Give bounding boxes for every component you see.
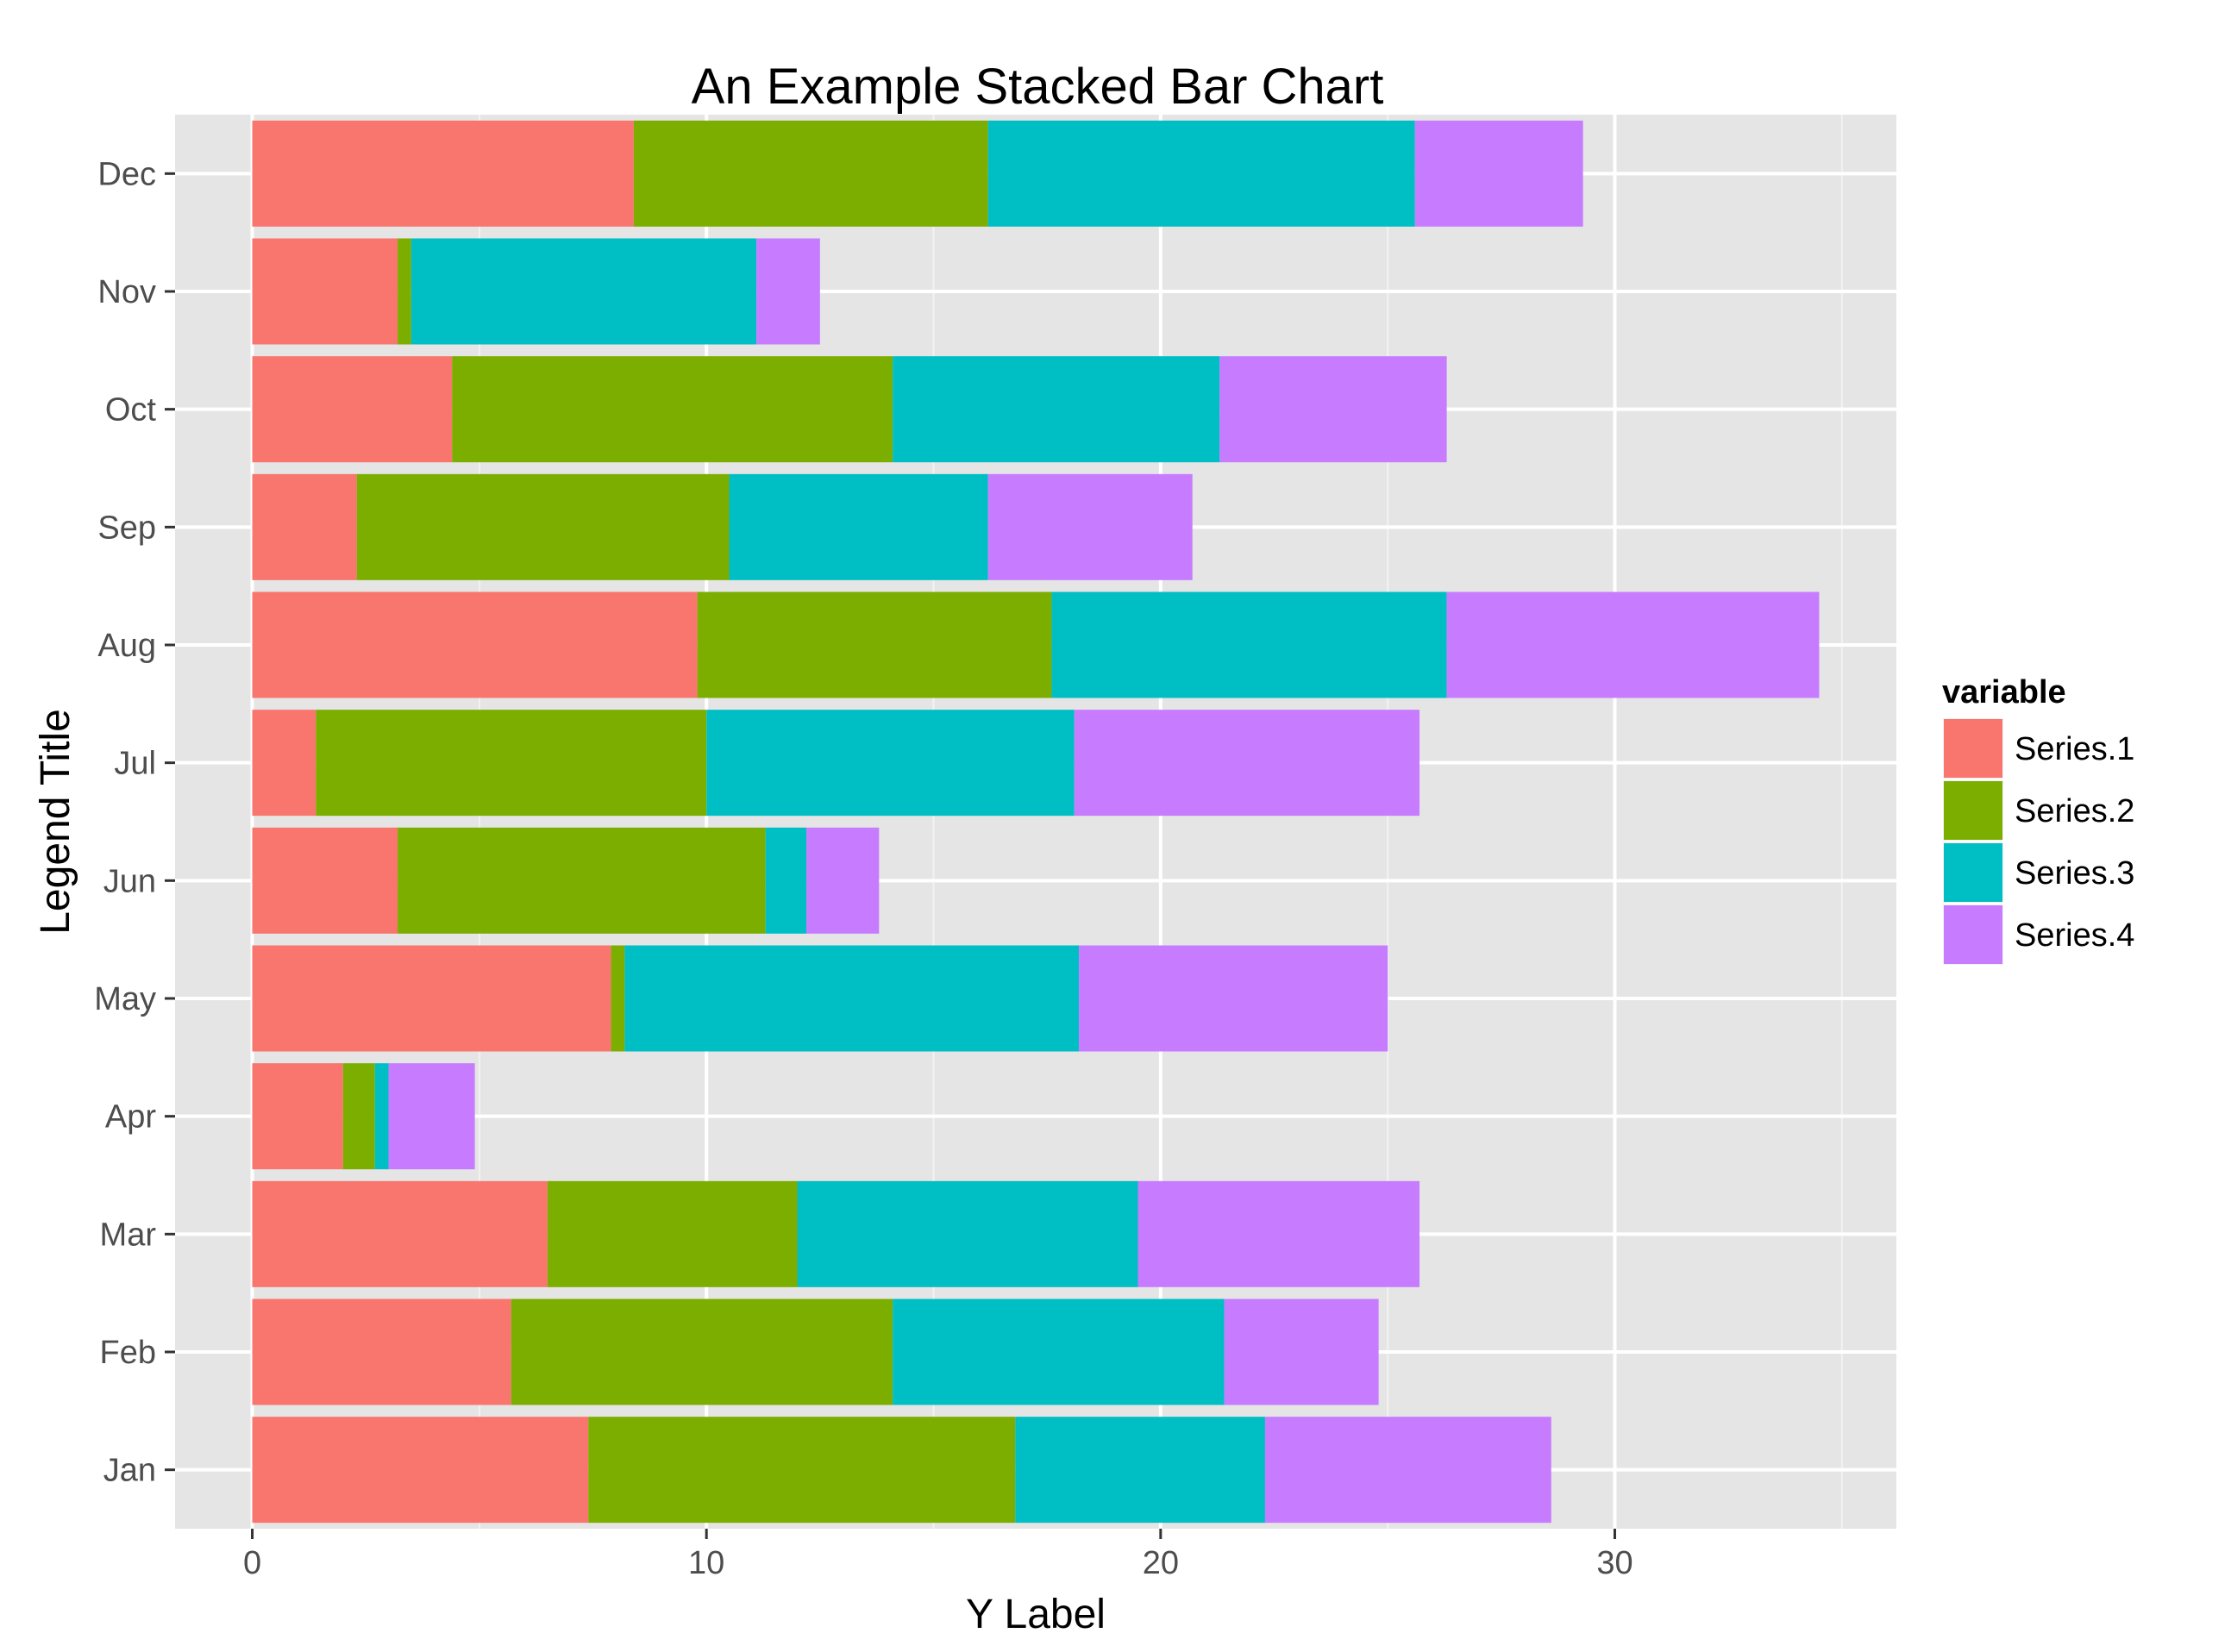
bar-sep-series-1: [252, 473, 357, 580]
bar-nov-series-1: [252, 238, 398, 345]
bar-aug-series-3: [1051, 591, 1447, 698]
x-tick-label: 20: [1143, 1545, 1179, 1581]
bar-jul-series-4: [1074, 710, 1420, 817]
bar-jun-series-1: [252, 827, 398, 934]
bar-jan-series-3: [1015, 1417, 1265, 1524]
legend: variable Series.1 Series.2 Series.3 Series.…: [1941, 674, 2134, 967]
bar-aug-series-4: [1446, 591, 1820, 698]
x-tick-label: 10: [688, 1545, 724, 1581]
y-tick-label: Apr: [105, 1099, 156, 1136]
legend-label-series-3: Series.3: [2015, 855, 2134, 892]
x-axis: 0 10 20 30: [243, 1529, 1633, 1581]
legend-label-series-4: Series.4: [2015, 917, 2134, 954]
bar-feb-series-4: [1224, 1298, 1379, 1405]
bar-jun-series-2: [398, 827, 766, 934]
y-tick-label: Jul: [114, 746, 156, 782]
bar-apr-series-3: [374, 1063, 389, 1170]
bar-jun-series-3: [765, 827, 807, 934]
bar-jan-series-1: [252, 1417, 589, 1524]
legend-label-series-1: Series.1: [2015, 731, 2134, 767]
bar-mar-series-1: [252, 1180, 548, 1287]
bar-aug-series-2: [697, 591, 1052, 698]
bar-feb-series-2: [511, 1298, 893, 1405]
bar-sep-series-3: [729, 473, 988, 580]
bar-sep-series-4: [987, 473, 1193, 580]
bar-jun-series-4: [806, 827, 880, 934]
bar-oct-series-1: [252, 356, 453, 463]
y-tick-label: Oct: [105, 392, 157, 429]
bar-nov-series-4: [756, 238, 820, 345]
bar-jan-series-2: [588, 1417, 1016, 1524]
bar-may-series-1: [252, 945, 611, 1052]
y-tick-label: Nov: [97, 274, 156, 310]
bar-may-series-3: [624, 945, 1080, 1052]
bar-oct-series-2: [452, 356, 893, 463]
y-axis-title: Legend Title: [33, 709, 78, 935]
legend-swatch-series-4: [1944, 905, 2002, 964]
bar-mar-series-2: [547, 1180, 798, 1287]
legend-swatch-series-2: [1944, 781, 2002, 840]
bar-jul-series-3: [706, 710, 1075, 817]
bar-feb-series-3: [893, 1298, 1225, 1405]
plot-panel: [175, 115, 1896, 1529]
y-tick-label: May: [94, 981, 156, 1017]
legend-swatch-series-3: [1944, 843, 2002, 902]
x-tick-label: 0: [243, 1545, 261, 1581]
bar-may-series-2: [611, 945, 625, 1052]
y-axis: Jan Feb Mar Apr May Jun Jul Aug Sep Oct Nov Dec: [94, 156, 175, 1489]
bar-nov-series-3: [410, 238, 757, 345]
y-tick-label: Mar: [100, 1217, 157, 1253]
y-tick-label: Jan: [103, 1453, 156, 1489]
bar-nov-series-2: [398, 238, 411, 345]
bar-dec-series-2: [633, 120, 988, 227]
bar-mar-series-3: [797, 1180, 1138, 1287]
bar-oct-series-4: [1219, 356, 1447, 463]
bars: [252, 120, 1820, 1524]
y-tick-label: Feb: [100, 1335, 156, 1371]
bar-apr-series-1: [252, 1063, 343, 1170]
y-tick-label: Jun: [103, 863, 156, 899]
bar-mar-series-4: [1137, 1180, 1420, 1287]
legend-label-series-2: Series.2: [2015, 793, 2134, 829]
bar-jul-series-1: [252, 710, 316, 817]
y-tick-label: Aug: [97, 628, 156, 664]
bar-jul-series-2: [316, 710, 707, 817]
bar-dec-series-3: [987, 120, 1415, 227]
bar-may-series-4: [1079, 945, 1388, 1052]
bar-feb-series-1: [252, 1298, 511, 1405]
x-tick-label: 30: [1596, 1545, 1633, 1581]
chart-title: An Example Stacked Bar Chart: [692, 59, 1384, 115]
bar-sep-series-2: [356, 473, 730, 580]
bar-apr-series-2: [342, 1063, 375, 1170]
bar-jan-series-4: [1264, 1417, 1551, 1524]
y-tick-label: Dec: [97, 156, 156, 192]
bar-apr-series-4: [388, 1063, 475, 1170]
x-axis-title: Y Label: [966, 1592, 1106, 1637]
bar-aug-series-1: [252, 591, 698, 698]
legend-swatch-series-1: [1944, 719, 2002, 778]
bar-dec-series-1: [252, 120, 634, 227]
legend-title: variable: [1942, 674, 2066, 710]
bar-oct-series-3: [893, 356, 1220, 463]
y-tick-label: Sep: [97, 510, 156, 546]
bar-dec-series-4: [1414, 120, 1583, 227]
